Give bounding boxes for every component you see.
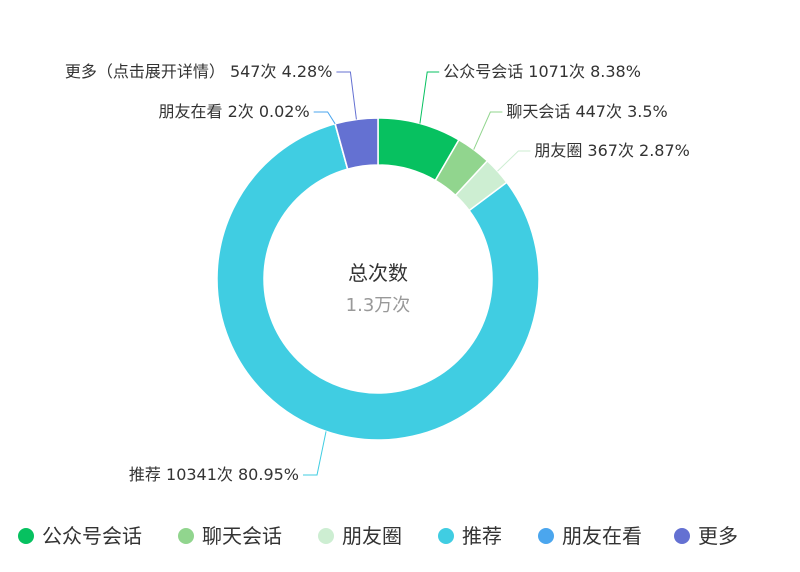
legend-item-1[interactable]: 公众号会话 [18,524,142,548]
leader-lines-group [303,71,531,476]
slice-6-label: 更多（点击展开详情） 547次 4.28% [65,62,333,81]
legend-marker-3 [318,528,334,544]
slice-4-arc[interactable] [216,122,540,441]
slice-1-label: 公众号会话 1071次 8.38% [443,62,641,81]
slice-4-leader-line [303,431,327,476]
legend-item-3[interactable]: 朋友圈 [318,524,402,548]
slice-3-leader-line [497,150,531,172]
legend-marker-6 [674,528,690,544]
legend-label-2: 聊天会话 [202,524,282,548]
slice-5-label: 朋友在看 2次 0.02% [158,102,309,121]
legend-label-6: 更多 [698,524,738,548]
legend-item-6[interactable]: 更多 [674,524,738,548]
center-value: 1.3万次 [346,295,411,316]
legend-item-4[interactable]: 推荐 [438,524,502,548]
slice-2-label: 聊天会话 447次 3.5% [506,102,667,121]
legend-label-3: 朋友圈 [342,524,402,548]
legend-marker-2 [178,528,194,544]
slice-6-arc[interactable] [334,117,379,171]
slice-2-leader-line [473,111,503,150]
legend-label-5: 朋友在看 [562,524,642,548]
slice-labels-group: 公众号会话 1071次 8.38% 聊天会话 447次 3.5% 朋友圈 367次 … [65,62,690,484]
slice-5-leader-line [313,111,336,125]
legend-label-1: 公众号会话 [42,524,142,548]
legend-item-5[interactable]: 朋友在看 [538,524,642,548]
legend-marker-4 [438,528,454,544]
slices-group [216,117,540,441]
slice-4-label: 推荐 10341次 80.95% [129,465,299,484]
slice-1-leader-line [419,71,440,124]
slice-6-leader-line [336,71,357,120]
legend-label-4: 推荐 [462,524,502,548]
center-title: 总次数 [348,261,408,285]
legend: 公众号会话 聊天会话 朋友圈 推荐 朋友在看 更多 [18,524,738,548]
slice-3-label: 朋友圈 367次 2.87% [534,141,690,160]
legend-marker-1 [18,528,34,544]
legend-marker-5 [538,528,554,544]
legend-item-2[interactable]: 聊天会话 [178,524,282,548]
